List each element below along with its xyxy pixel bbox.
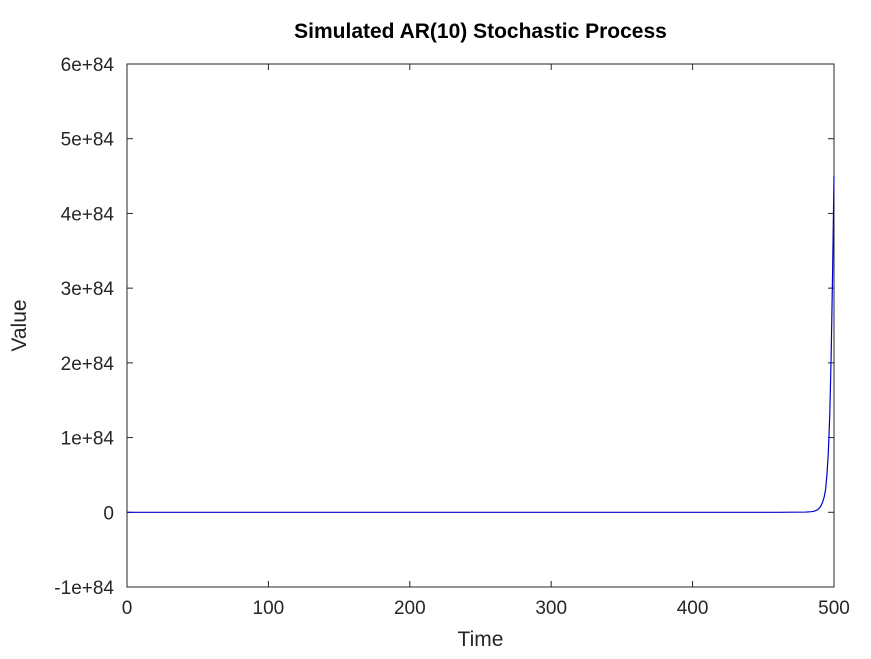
x-tick-label: 0 xyxy=(122,598,133,619)
y-tick-label: 2e+84 xyxy=(61,354,115,375)
x-tick-label: 300 xyxy=(535,598,567,619)
chart-title: Simulated AR(10) Stochastic Process xyxy=(294,20,667,43)
y-tick-label: 1e+84 xyxy=(61,429,115,450)
x-tick-label: 500 xyxy=(818,598,850,619)
x-tick-label: 400 xyxy=(677,598,709,619)
x-axis-label: Time xyxy=(458,628,504,651)
y-tick-label: 6e+84 xyxy=(61,55,115,76)
y-tick-label: 4e+84 xyxy=(61,204,115,225)
y-axis-label: Value xyxy=(8,299,31,351)
y-axis-ticks: -1e+84 0 1e+84 2e+84 3e+84 4e+84 5e+84 6e+84 xyxy=(54,55,834,599)
x-tick-label: 200 xyxy=(394,598,426,619)
x-tick-label: 100 xyxy=(253,598,285,619)
series-line xyxy=(127,176,835,513)
series-group xyxy=(127,176,835,513)
plot-area-frame xyxy=(126,63,835,588)
y-tick-label: 5e+84 xyxy=(61,130,115,151)
y-tick-label: 0 xyxy=(103,503,114,524)
y-tick-label: 3e+84 xyxy=(61,279,115,300)
y-tick-label: -1e+84 xyxy=(54,578,114,599)
x-axis-ticks: 0 100 200 300 400 500 xyxy=(122,64,850,619)
